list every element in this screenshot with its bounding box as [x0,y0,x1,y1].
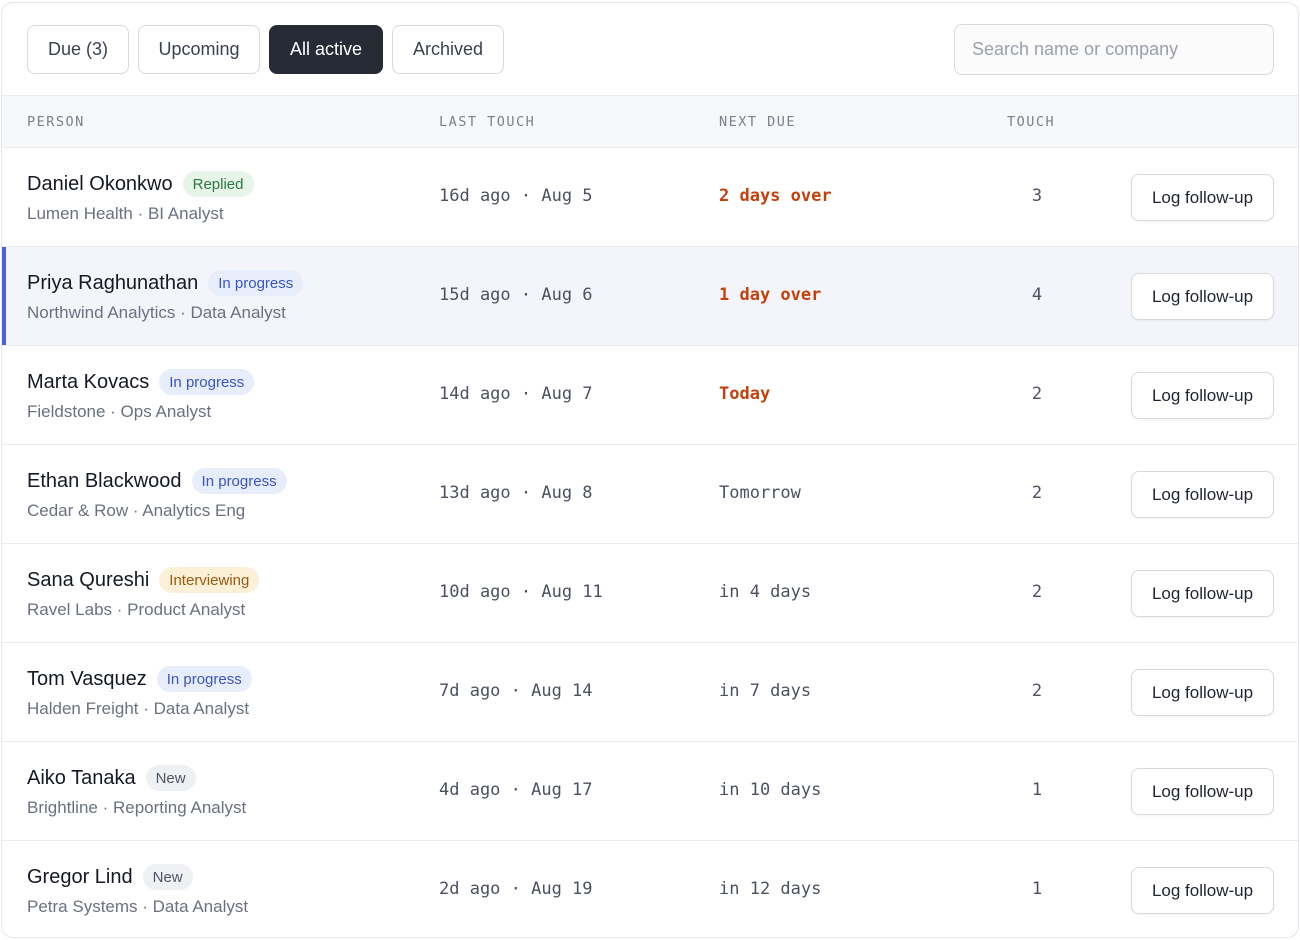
table-row[interactable]: Daniel Okonkwo Replied Lumen Health · BI… [2,148,1298,247]
next-due: in 4 days [719,582,812,602]
last-touch: 4d ago · Aug 17 [439,780,593,800]
person-cell: Tom Vasquez In progress [27,666,252,692]
company-role: Lumen Health · BI Analyst [27,204,224,223]
last-touch: 16d ago · Aug 5 [439,186,593,206]
next-due: Today [719,384,771,404]
status-badge: In progress [159,369,255,395]
status-badge: New [145,765,196,791]
person-cell: Daniel Okonkwo Replied [27,171,254,197]
log-follow-up-button[interactable]: Log follow-up [1131,669,1274,716]
person-cell: Ethan Blackwood In progress [27,468,287,494]
log-follow-up-button[interactable]: Log follow-up [1131,471,1274,518]
log-follow-up-button[interactable]: Log follow-up [1131,273,1274,320]
status-badge: New [142,864,193,890]
person-name: Marta Kovacs [27,370,150,393]
table-row[interactable]: Tom Vasquez In progress Halden Freight ·… [2,643,1298,742]
next-due: 1 day over [719,285,822,305]
person-name: Sana Qureshi [27,568,150,591]
last-touch: 10d ago · Aug 11 [439,582,603,602]
next-due: in 12 days [719,879,822,899]
tab-due[interactable]: Due (3) [27,25,129,74]
last-touch: 2d ago · Aug 19 [439,879,593,899]
company-role: Brightline · Reporting Analyst [27,798,247,817]
touch-count: 2 [1031,384,1043,404]
status-badge: Replied [182,171,254,197]
touch-count: 2 [1031,483,1043,503]
next-due: in 10 days [719,780,822,800]
column-header-person: PERSON [27,114,85,130]
table-row[interactable]: Sana Qureshi Interviewing Ravel Labs · P… [2,544,1298,643]
last-touch: 14d ago · Aug 7 [439,384,593,404]
touch-count: 4 [1031,285,1043,305]
person-cell: Aiko Tanaka New [27,765,196,791]
company-role: Halden Freight · Data Analyst [27,699,250,718]
search-input[interactable] [954,24,1274,75]
table-row[interactable]: Ethan Blackwood In progress Cedar & Row … [2,445,1298,544]
status-badge: In progress [208,270,304,296]
company-role: Petra Systems · Data Analyst [27,897,249,916]
last-touch: 7d ago · Aug 14 [439,681,593,701]
touch-count: 1 [1031,879,1043,899]
company-role: Fieldstone · Ops Analyst [27,402,212,421]
person-name: Ethan Blackwood [27,469,182,492]
column-header-touch: TOUCH [1007,114,1056,130]
person-cell: Priya Raghunathan In progress [27,270,304,296]
person-cell: Marta Kovacs In progress [27,369,255,395]
last-touch: 13d ago · Aug 8 [439,483,593,503]
next-due: 2 days over [719,186,832,206]
log-follow-up-button[interactable]: Log follow-up [1131,867,1274,914]
person-name: Gregor Lind [27,865,133,888]
tab-all-active[interactable]: All active [269,25,383,74]
touch-count: 2 [1031,681,1043,701]
tab-archived[interactable]: Archived [392,25,504,74]
company-role: Ravel Labs · Product Analyst [27,600,246,619]
next-due: in 7 days [719,681,812,701]
company-role: Cedar & Row · Analytics Eng [27,501,246,520]
status-badge: In progress [191,468,287,494]
person-name: Priya Raghunathan [27,271,199,294]
toolbar: Due (3) Upcoming All active Archived [2,3,1298,95]
table-header: PERSON LAST TOUCH NEXT DUE TOUCH [2,95,1298,148]
person-cell: Sana Qureshi Interviewing [27,567,260,593]
person-name: Aiko Tanaka [27,766,136,789]
person-cell: Gregor Lind New [27,864,193,890]
person-name: Tom Vasquez [27,667,147,690]
column-header-last-touch: LAST TOUCH [439,114,536,130]
person-name: Daniel Okonkwo [27,172,173,195]
table-row[interactable]: Aiko Tanaka New Brightline · Reporting A… [2,742,1298,841]
company-role: Northwind Analytics · Data Analyst [27,303,286,322]
touch-count: 3 [1031,186,1043,206]
next-due: Tomorrow [719,483,801,503]
log-follow-up-button[interactable]: Log follow-up [1131,174,1274,221]
status-badge: In progress [156,666,252,692]
touch-count: 2 [1031,582,1043,602]
log-follow-up-button[interactable]: Log follow-up [1131,372,1274,419]
log-follow-up-button[interactable]: Log follow-up [1131,768,1274,815]
column-header-next-due: NEXT DUE [719,114,797,130]
table-row[interactable]: Marta Kovacs In progress Fieldstone · Op… [2,346,1298,445]
tab-upcoming[interactable]: Upcoming [138,25,260,74]
last-touch: 15d ago · Aug 6 [439,285,593,305]
log-follow-up-button[interactable]: Log follow-up [1131,570,1274,617]
table-row[interactable]: Gregor Lind New Petra Systems · Data Ana… [2,841,1298,937]
touch-count: 1 [1031,780,1043,800]
status-badge: Interviewing [159,567,260,593]
table-row[interactable]: Priya Raghunathan In progress Northwind … [2,247,1298,346]
